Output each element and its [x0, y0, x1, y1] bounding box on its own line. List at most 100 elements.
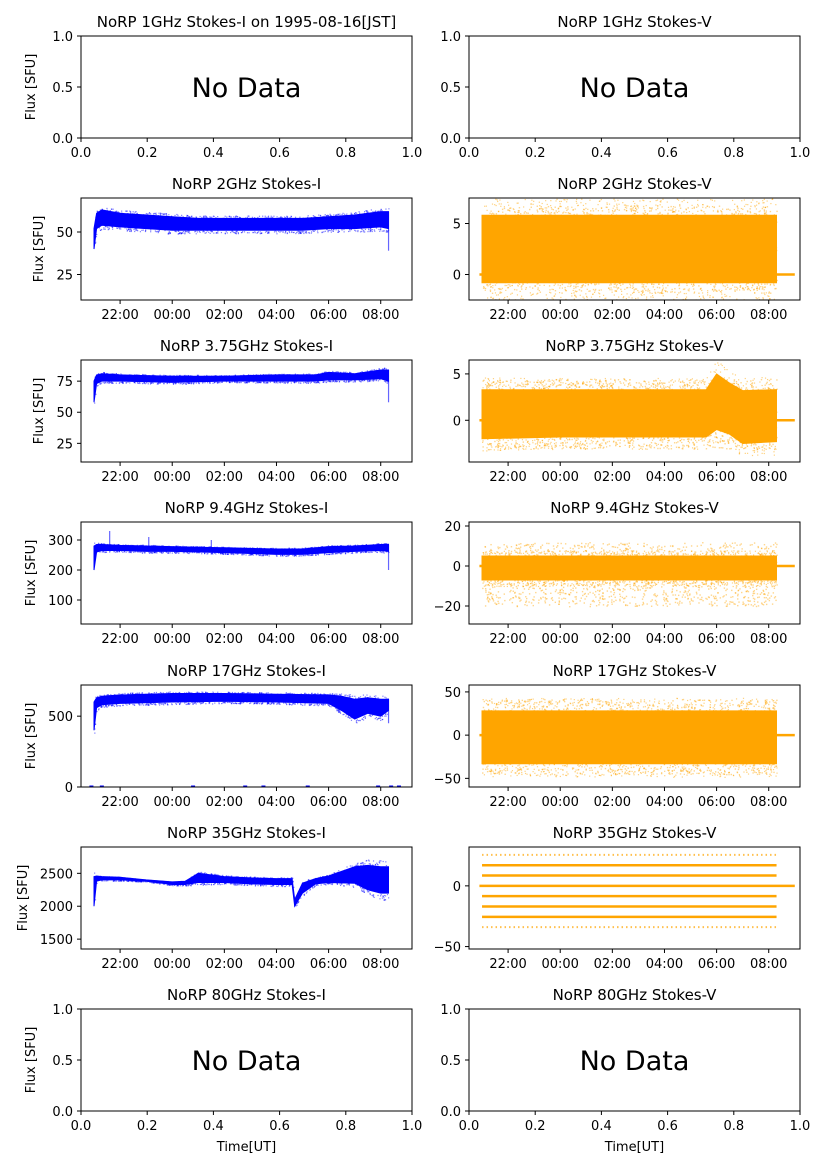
scatter-point	[599, 290, 600, 291]
scatter-point	[378, 380, 379, 381]
scatter-point	[712, 200, 713, 201]
scatter-point	[360, 231, 361, 232]
scatter-point	[520, 298, 521, 299]
scatter-point	[508, 446, 509, 447]
scatter-point	[645, 290, 646, 291]
scatter-point	[654, 447, 655, 448]
scatter-point	[374, 229, 375, 230]
scatter-point	[537, 287, 538, 288]
scatter-point	[274, 231, 275, 232]
scatter-point	[633, 207, 634, 208]
scatter-point	[141, 230, 142, 231]
scatter-point	[605, 298, 606, 299]
scatter-point	[525, 199, 526, 200]
scatter-point	[702, 295, 703, 296]
scatter-point	[642, 283, 643, 284]
scatter-point	[110, 382, 111, 383]
scatter-point	[678, 200, 679, 201]
scatter-point	[537, 211, 538, 212]
y-tick-label: 0	[453, 269, 461, 284]
scatter-point	[646, 445, 647, 446]
scatter-point	[576, 203, 577, 204]
scatter-point	[551, 207, 552, 208]
scatter-point	[764, 210, 765, 211]
scatter-point	[377, 211, 378, 212]
scatter-point	[651, 442, 652, 443]
scatter-point	[254, 217, 255, 218]
scatter-point	[268, 216, 269, 217]
scatter-point	[713, 297, 714, 298]
scatter-point	[696, 207, 697, 208]
scatter-point	[345, 216, 346, 217]
scatter-point	[583, 205, 584, 206]
scatter-point	[492, 293, 493, 294]
scatter-point	[567, 206, 568, 207]
scatter-point	[614, 211, 615, 212]
scatter-point	[205, 233, 206, 234]
scatter-point	[324, 216, 325, 217]
scatter-point	[634, 206, 635, 207]
scatter-point	[697, 211, 698, 212]
scatter-point	[652, 440, 653, 441]
scatter-point	[612, 210, 613, 211]
scatter-point	[629, 438, 630, 439]
scatter-point	[622, 202, 623, 203]
scatter-point	[535, 447, 536, 448]
scatter-point	[549, 285, 550, 286]
scatter-point	[574, 388, 575, 389]
scatter-point	[550, 384, 551, 385]
scatter-point	[203, 216, 204, 217]
scatter-point	[325, 214, 326, 215]
scatter-point	[665, 291, 666, 292]
scatter-point	[594, 290, 595, 291]
scatter-point	[763, 298, 764, 299]
scatter-point	[249, 218, 250, 219]
scatter-point	[672, 209, 673, 210]
scatter-point	[539, 208, 540, 209]
scatter-point	[662, 214, 663, 215]
scatter-point	[238, 376, 239, 377]
scatter-point	[580, 441, 581, 442]
scatter-point	[680, 208, 681, 209]
scatter-point	[230, 382, 231, 383]
scatter-point	[537, 441, 538, 442]
scatter-point	[127, 230, 128, 231]
scatter-point	[574, 438, 575, 439]
scatter-point	[290, 374, 291, 375]
scatter-point	[385, 208, 386, 209]
scatter-point	[656, 443, 657, 444]
scatter-point	[626, 293, 627, 294]
scatter-point	[529, 444, 530, 445]
scatter-point	[188, 383, 189, 384]
scatter-point	[753, 386, 754, 387]
scatter-point	[762, 208, 763, 209]
scatter-point	[672, 291, 673, 292]
scatter-point	[208, 376, 209, 377]
scatter-point	[532, 214, 533, 215]
scatter-point	[745, 447, 746, 448]
scatter-point	[495, 199, 496, 200]
scatter-point	[595, 289, 596, 290]
scatter-point	[662, 441, 663, 442]
scatter-point	[742, 446, 743, 447]
scatter-point	[596, 379, 597, 380]
scatter-point	[351, 215, 352, 216]
scatter-point	[643, 200, 644, 201]
scatter-point	[517, 212, 518, 213]
scatter-point	[267, 375, 268, 376]
scatter-point	[337, 214, 338, 215]
scatter-point	[630, 208, 631, 209]
scatter-point	[723, 298, 724, 299]
scatter-point	[510, 380, 511, 381]
scatter-point	[744, 199, 745, 200]
scatter-point	[490, 449, 491, 450]
scatter-point	[751, 445, 752, 446]
scatter-point	[638, 445, 639, 446]
scatter-point	[773, 388, 774, 389]
scatter-point	[217, 232, 218, 233]
scatter-point	[560, 382, 561, 383]
scatter-point	[509, 386, 510, 387]
x-tick-label: 0.2	[525, 146, 546, 161]
scatter-point	[518, 438, 519, 439]
scatter-point	[247, 381, 248, 382]
